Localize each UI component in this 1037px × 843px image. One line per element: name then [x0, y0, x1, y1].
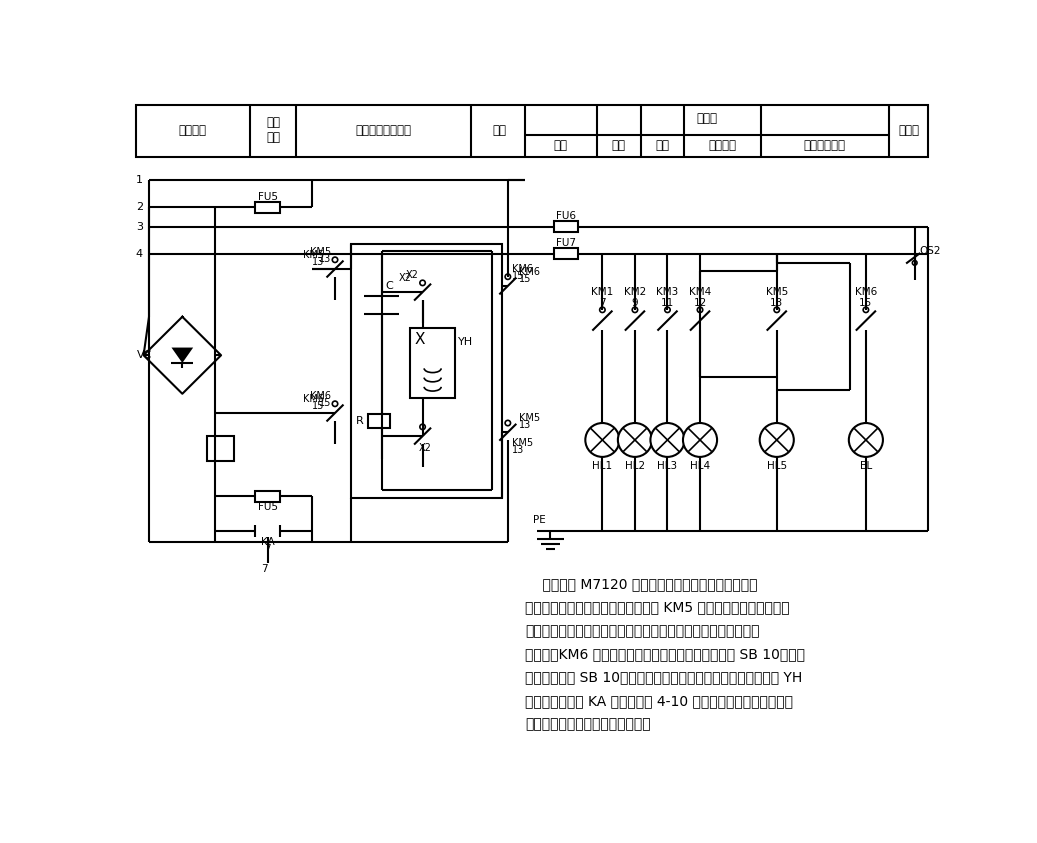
Text: FU7: FU7: [556, 238, 576, 248]
Text: 液压: 液压: [612, 138, 625, 152]
Circle shape: [863, 307, 869, 313]
Text: PE: PE: [533, 515, 545, 525]
Bar: [255, 202, 280, 212]
Text: KM5: KM5: [303, 250, 325, 260]
Text: 3: 3: [136, 222, 143, 232]
Circle shape: [332, 257, 338, 262]
Text: KM5: KM5: [511, 438, 533, 448]
Text: HL2: HL2: [625, 461, 645, 471]
Text: X2: X2: [419, 443, 431, 453]
Circle shape: [913, 260, 917, 266]
Text: X2: X2: [405, 270, 419, 280]
Circle shape: [760, 423, 793, 457]
Bar: [554, 248, 579, 259]
Text: KM5: KM5: [310, 247, 331, 257]
Text: VC: VC: [137, 350, 152, 360]
Text: 照明灯: 照明灯: [899, 124, 920, 137]
Text: 1: 1: [136, 175, 143, 185]
Text: FU6: FU6: [556, 211, 576, 221]
Circle shape: [505, 274, 510, 279]
Text: 失磁
保护: 失磁 保护: [267, 116, 280, 144]
Bar: [207, 436, 234, 461]
Text: KM2
9: KM2 9: [624, 287, 646, 309]
Text: 信号灯: 信号灯: [697, 111, 718, 125]
Circle shape: [774, 307, 780, 313]
Polygon shape: [171, 347, 193, 363]
Text: HL5: HL5: [766, 461, 787, 471]
Text: KM6: KM6: [518, 267, 539, 277]
Circle shape: [420, 424, 425, 430]
Text: X2: X2: [399, 273, 412, 283]
Text: 砂轮升降: 砂轮升降: [708, 138, 736, 152]
Text: 13: 13: [511, 445, 524, 455]
Text: QS2: QS2: [920, 245, 941, 255]
Text: EL: EL: [860, 461, 872, 471]
Text: 7: 7: [261, 564, 268, 573]
Text: KM5: KM5: [518, 413, 540, 423]
Text: KM6: KM6: [303, 395, 325, 404]
Text: KM6: KM6: [310, 391, 331, 401]
Circle shape: [633, 307, 638, 313]
Bar: [136, 105, 928, 158]
Text: 电磁吸盘充磁去磁: 电磁吸盘充磁去磁: [355, 124, 411, 137]
Circle shape: [585, 423, 619, 457]
Text: 15: 15: [312, 401, 325, 411]
Text: 15: 15: [518, 274, 531, 284]
Bar: [554, 221, 579, 232]
Circle shape: [665, 307, 670, 313]
Text: KM6: KM6: [511, 264, 533, 274]
Circle shape: [650, 423, 684, 457]
Text: KM6
15: KM6 15: [854, 287, 877, 309]
Text: 13: 13: [318, 254, 331, 264]
Circle shape: [697, 307, 703, 313]
Text: 电磁吸盘工作: 电磁吸盘工作: [804, 138, 846, 152]
Circle shape: [420, 280, 425, 286]
Text: 中所示为 M7120 型平面磨床的电磁吸盘电路和指示
灯电路，从图中可以看出：当接触器 KM5 吸合时，电磁吸盘有磁，
用以将工件吸率在工作台上，保证磨削时工件: 中所示为 M7120 型平面磨床的电磁吸盘电路和指示 灯电路，从图中可以看出：当…: [525, 577, 805, 731]
Text: HL1: HL1: [592, 461, 613, 471]
Text: HL3: HL3: [657, 461, 677, 471]
Text: KM1
7: KM1 7: [591, 287, 614, 309]
Bar: [411, 328, 455, 398]
Text: X: X: [414, 332, 425, 347]
Circle shape: [618, 423, 652, 457]
Bar: [368, 414, 390, 427]
Text: 保护: 保护: [493, 124, 506, 137]
Text: 15: 15: [511, 271, 524, 281]
Text: KM4
12: KM4 12: [689, 287, 711, 309]
Text: 砂轮: 砂轮: [655, 138, 669, 152]
Text: 13: 13: [312, 257, 325, 267]
Bar: [351, 244, 502, 497]
Text: 13: 13: [518, 421, 531, 430]
Text: C: C: [386, 281, 393, 291]
Circle shape: [332, 401, 338, 406]
Text: FU5: FU5: [257, 502, 278, 512]
Text: 7: 7: [264, 544, 271, 554]
Text: 2: 2: [136, 202, 143, 212]
Text: 整流电源: 整流电源: [178, 124, 206, 137]
Circle shape: [683, 423, 717, 457]
Text: HL4: HL4: [690, 461, 710, 471]
Circle shape: [849, 423, 882, 457]
Text: FU5: FU5: [257, 191, 278, 201]
Text: 电源: 电源: [554, 138, 567, 152]
Text: KA: KA: [260, 537, 275, 546]
Bar: [255, 491, 280, 502]
Text: KM5
13: KM5 13: [765, 287, 788, 309]
Text: 15: 15: [318, 398, 331, 408]
Text: KM3
11: KM3 11: [656, 287, 678, 309]
Circle shape: [505, 421, 510, 426]
Text: YH: YH: [458, 337, 473, 347]
Text: 4: 4: [136, 249, 143, 259]
Circle shape: [599, 307, 605, 313]
Text: R: R: [356, 416, 364, 426]
